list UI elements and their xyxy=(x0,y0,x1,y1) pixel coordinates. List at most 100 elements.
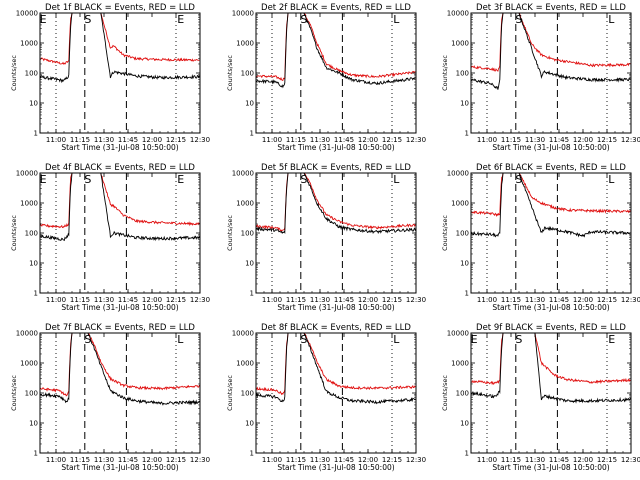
x-tick-label: 12:30 xyxy=(190,456,210,464)
y-axis-label: Counts/sec xyxy=(441,215,449,251)
y-tick-label: 1000 xyxy=(451,40,469,48)
panel-title: Det 4f BLACK = Events, RED = LLD xyxy=(45,163,195,173)
segment-marker-e: E xyxy=(40,13,47,26)
lld-series-line xyxy=(471,173,631,217)
x-axis-label: Start Time (31-Jul-08 10:50:00) xyxy=(277,463,394,472)
segment-marker-s: S xyxy=(84,173,91,186)
panel-title: Det 3f BLACK = Events, RED = LLD xyxy=(476,3,626,13)
segment-marker-e: E xyxy=(177,173,184,186)
panel-title: Det 6f BLACK = Events, RED = LLD xyxy=(476,163,626,173)
x-axis-label: Start Time (31-Jul-08 10:50:00) xyxy=(492,143,609,152)
x-tick-label: 11:00 xyxy=(477,136,497,144)
y-axis-label: Counts/sec xyxy=(10,375,18,411)
y-tick-label: 1 xyxy=(34,450,38,458)
panel-title: Det 9f BLACK = Events, RED = LLD xyxy=(476,323,626,333)
y-tick-label: 10000 xyxy=(232,10,254,18)
x-tick-label: 11:15 xyxy=(501,136,521,144)
x-axis-label: Start Time (31-Jul-08 10:50:00) xyxy=(277,303,394,312)
y-tick-label: 10 xyxy=(245,420,254,428)
y-axis-label: Counts/sec xyxy=(226,55,234,91)
y-tick-label: 100 xyxy=(25,390,38,398)
y-tick-label: 100 xyxy=(456,70,469,78)
segment-marker-l: L xyxy=(393,173,400,186)
y-tick-label: 100 xyxy=(241,70,254,78)
x-tick-label: 11:45 xyxy=(118,296,138,304)
events-series-line xyxy=(471,333,631,404)
y-tick-label: 1 xyxy=(465,290,469,298)
x-tick-label: 12:00 xyxy=(142,296,162,304)
y-tick-label: 10 xyxy=(245,100,254,108)
x-tick-label: 12:00 xyxy=(573,456,593,464)
events-series-line xyxy=(40,173,200,242)
y-tick-label: 10 xyxy=(29,100,38,108)
x-tick-label: 11:45 xyxy=(118,456,138,464)
x-tick-label: 11:00 xyxy=(262,136,282,144)
x-tick-label: 11:30 xyxy=(525,456,545,464)
segment-marker-l: L xyxy=(393,13,400,26)
y-tick-label: 10000 xyxy=(16,10,38,18)
y-tick-label: 10000 xyxy=(447,10,469,18)
x-tick-label: 11:00 xyxy=(477,296,497,304)
x-tick-label: 11:30 xyxy=(310,296,330,304)
lld-series-line xyxy=(256,333,416,396)
panel-title: Det 2f BLACK = Events, RED = LLD xyxy=(261,3,411,13)
y-axis-label: Counts/sec xyxy=(226,215,234,251)
y-tick-label: 100 xyxy=(241,230,254,238)
y-tick-label: 10000 xyxy=(16,330,38,338)
y-tick-label: 1 xyxy=(250,130,254,138)
lld-series-line xyxy=(40,333,200,397)
events-series-line xyxy=(471,13,631,90)
x-tick-label: 12:00 xyxy=(142,456,162,464)
x-tick-label: 12:30 xyxy=(190,296,210,304)
segment-marker-s: S xyxy=(84,333,91,346)
x-tick-label: 12:15 xyxy=(166,296,186,304)
x-tick-label: 12:00 xyxy=(142,136,162,144)
events-series-line xyxy=(256,173,416,235)
y-tick-label: 1000 xyxy=(236,360,254,368)
y-tick-label: 10 xyxy=(29,260,38,268)
y-tick-label: 1000 xyxy=(451,360,469,368)
x-tick-label: 11:30 xyxy=(94,296,114,304)
y-axis-label: Counts/sec xyxy=(10,215,18,251)
events-series-line xyxy=(40,13,200,84)
x-tick-label: 11:15 xyxy=(501,456,521,464)
x-tick-label: 11:15 xyxy=(286,296,306,304)
y-tick-label: 1 xyxy=(250,450,254,458)
x-tick-label: 11:30 xyxy=(310,456,330,464)
events-series-line xyxy=(471,173,631,238)
y-tick-label: 1 xyxy=(250,290,254,298)
x-tick-label: 11:00 xyxy=(46,296,66,304)
y-axis-label: Counts/sec xyxy=(10,55,18,91)
lld-series-line xyxy=(471,333,631,386)
x-tick-label: 11:45 xyxy=(334,136,354,144)
x-tick-label: 11:45 xyxy=(334,296,354,304)
segment-marker-s: S xyxy=(300,13,307,26)
y-tick-label: 1 xyxy=(465,130,469,138)
x-tick-label: 11:15 xyxy=(70,456,90,464)
x-axis-label: Start Time (31-Jul-08 10:50:00) xyxy=(492,463,609,472)
y-tick-label: 10 xyxy=(460,100,469,108)
x-tick-label: 11:45 xyxy=(549,296,569,304)
x-tick-label: 11:30 xyxy=(94,136,114,144)
segment-marker-s: S xyxy=(300,333,307,346)
segment-marker-e: E xyxy=(40,173,47,186)
y-tick-label: 100 xyxy=(25,230,38,238)
y-tick-label: 10000 xyxy=(16,170,38,178)
x-axis-label: Start Time (31-Jul-08 10:50:00) xyxy=(61,303,178,312)
lld-series-line xyxy=(471,13,631,72)
x-tick-label: 11:00 xyxy=(262,456,282,464)
x-tick-label: 11:00 xyxy=(46,456,66,464)
x-tick-label: 12:30 xyxy=(621,136,640,144)
x-tick-label: 12:15 xyxy=(597,296,617,304)
x-tick-label: 12:15 xyxy=(382,456,402,464)
x-tick-label: 12:15 xyxy=(597,136,617,144)
segment-marker-s: S xyxy=(515,333,522,346)
segment-marker-l: L xyxy=(608,173,615,186)
x-tick-label: 11:15 xyxy=(70,136,90,144)
